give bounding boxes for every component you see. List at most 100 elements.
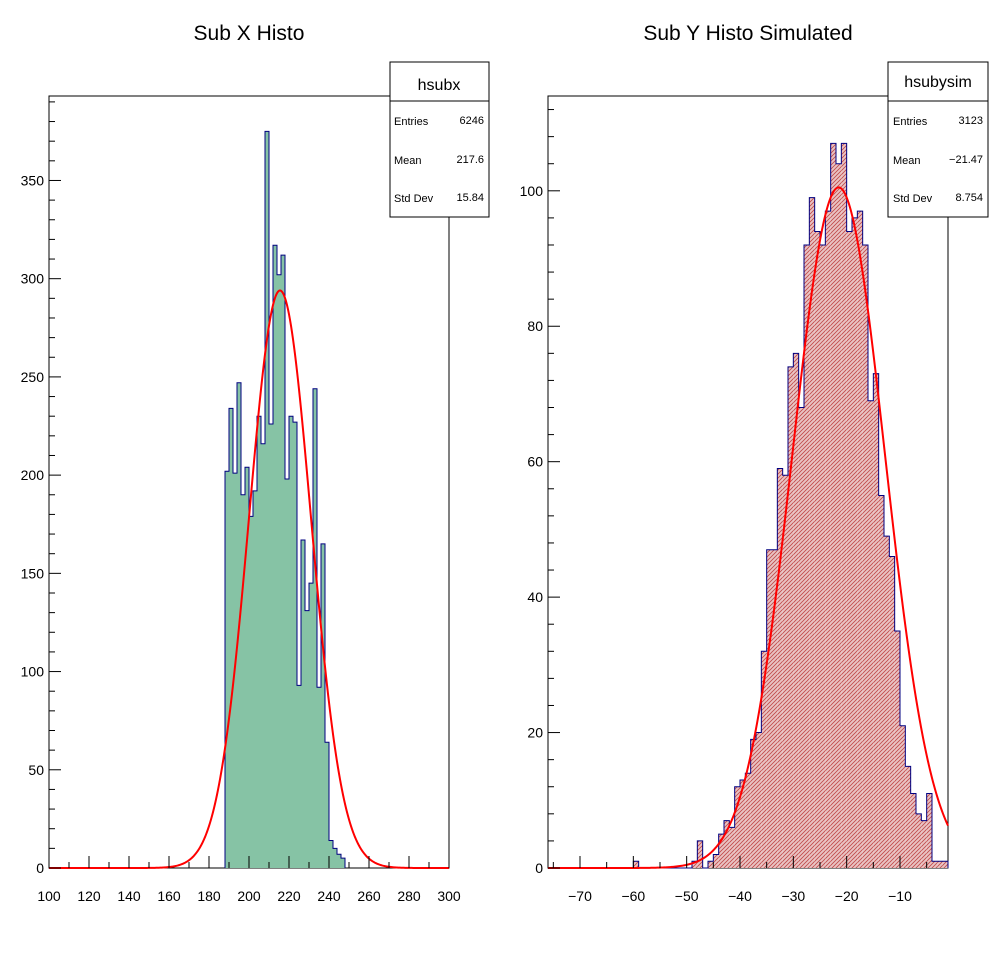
fit-line <box>548 186 949 869</box>
histogram-bar <box>820 244 826 869</box>
histogram-bar <box>857 211 863 868</box>
histogram-bar <box>273 245 277 869</box>
histogram-bar <box>305 610 309 868</box>
stats-value: 15.84 <box>456 192 484 204</box>
histogram-bars <box>548 142 949 869</box>
histogram-bar <box>916 813 922 868</box>
histogram-bar <box>756 732 762 868</box>
histogram-bar <box>878 495 884 868</box>
x-tick-label: 240 <box>317 888 341 904</box>
x-tick-label: 300 <box>437 888 461 904</box>
histogram-bar <box>289 416 293 868</box>
stats-box: hsubx Entries 6246 Mean 217.6 Std Dev 15… <box>389 61 490 218</box>
histogram-bar <box>942 861 948 868</box>
x-tick-label: −20 <box>835 888 859 904</box>
right-histogram-panel: Sub Y Histo Simulated −70 −60 −50 −40 −30 −20… <box>520 22 989 904</box>
stats-value: 217.6 <box>456 154 484 166</box>
histogram-outline <box>224 130 346 868</box>
histogram-bar <box>798 407 804 868</box>
histogram-bar <box>249 516 253 868</box>
x-tick-label: 200 <box>237 888 261 904</box>
histogram-bar <box>777 468 783 868</box>
histogram-bar <box>329 840 333 868</box>
histogram-bar <box>884 536 890 868</box>
x-tick-label: 280 <box>397 888 421 904</box>
axes: −70 −60 −50 −40 −30 −20 −10 0 20 40 60 80 100 <box>520 109 928 904</box>
stats-value: 3123 <box>959 115 983 127</box>
y-tick-label: 20 <box>527 725 543 741</box>
histogram-bar <box>309 583 313 868</box>
histogram-bar <box>766 549 772 868</box>
histogram-bar <box>708 861 714 868</box>
x-tick-label: −70 <box>568 888 592 904</box>
stats-label: Entries <box>893 116 928 128</box>
histogram-bar <box>889 556 895 868</box>
y-tick-label: 250 <box>21 369 45 385</box>
histogram-bar <box>257 416 261 868</box>
histogram-bar <box>868 400 874 868</box>
histogram-bar <box>846 231 852 868</box>
histogram-bar <box>281 255 285 868</box>
histogram-bar <box>900 725 906 868</box>
histogram-bar <box>713 854 719 868</box>
histogram-bar <box>750 739 756 868</box>
histogram-bar <box>337 854 341 868</box>
x-tick-label: 220 <box>277 888 301 904</box>
y-tick-label: 100 <box>520 183 544 199</box>
histogram-bar <box>724 820 730 868</box>
histogram-bar <box>894 630 900 868</box>
x-tick-label: 180 <box>197 888 221 904</box>
histogram-bar <box>301 539 305 868</box>
x-tick-label: −30 <box>781 888 805 904</box>
histogram-bar <box>740 779 746 868</box>
histogram-bar <box>293 422 297 868</box>
histogram-bar <box>862 244 868 869</box>
x-tick-label: 140 <box>117 888 141 904</box>
histogram-bar <box>761 651 767 868</box>
stats-box: hsubysim Entries 3123 Mean −21.47 Std De… <box>887 61 989 218</box>
histogram-bar <box>814 231 820 868</box>
histogram-bar <box>830 143 836 868</box>
y-tick-label: 40 <box>527 589 543 605</box>
histogram-bar <box>836 163 842 868</box>
histogram-bar <box>245 467 249 868</box>
histogram-bar <box>910 793 916 868</box>
y-tick-label: 80 <box>527 318 543 334</box>
histogram-bar <box>718 834 724 868</box>
y-tick-label: 200 <box>21 467 45 483</box>
histogram-bar <box>241 494 245 868</box>
histogram-bar <box>313 388 317 868</box>
histogram-bar <box>809 197 815 868</box>
chart-title: Sub X Histo <box>194 22 305 45</box>
stats-label: Std Dev <box>394 193 434 205</box>
histogram-bar <box>697 840 703 868</box>
histogram-bar <box>852 217 858 869</box>
stats-label: Std Dev <box>893 193 933 205</box>
histogram-bar <box>269 424 273 868</box>
histogram-bar <box>841 143 847 868</box>
histogram-bar <box>341 858 345 868</box>
x-tick-label: 260 <box>357 888 381 904</box>
histogram-bar <box>229 408 233 868</box>
histogram-bar <box>285 479 289 868</box>
histogram-bar <box>253 490 257 868</box>
histogram-bar <box>265 131 269 869</box>
stats-value: 8.754 <box>955 192 983 204</box>
y-tick-label: 50 <box>28 762 44 778</box>
histogram-bar <box>793 353 799 868</box>
histogram-bar <box>905 766 911 868</box>
histogram-bar <box>788 366 794 868</box>
gauss-fit-curve <box>548 186 949 869</box>
histogram-bar <box>937 861 943 868</box>
histogram-bar <box>921 820 927 868</box>
x-tick-label: −10 <box>888 888 912 904</box>
x-tick-label: −40 <box>728 888 752 904</box>
stats-title: hsubysim <box>904 74 972 91</box>
y-tick-label: 150 <box>21 565 45 581</box>
stats-value: −21.47 <box>949 154 983 166</box>
histogram-bar <box>729 827 735 868</box>
histogram-bar <box>772 549 778 868</box>
histogram-bar <box>825 211 831 868</box>
stats-label: Mean <box>893 155 921 167</box>
